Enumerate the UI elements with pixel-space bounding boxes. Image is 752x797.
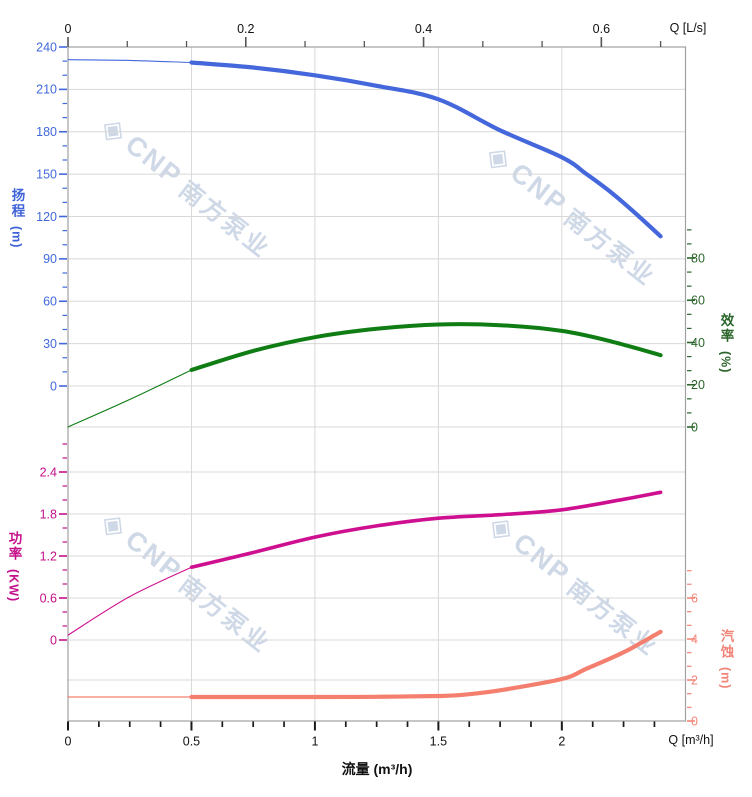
tick-label: 20 xyxy=(691,378,705,392)
tick-label: 210 xyxy=(36,83,57,97)
tick-label: 4 xyxy=(691,632,698,646)
tick-labels: 030609012015018021024002040608000.61.21.… xyxy=(36,22,705,749)
x-axis-bottom-unit: Q [m³/h] xyxy=(668,733,714,747)
tick-label: 90 xyxy=(43,252,57,266)
tick-label: 2.4 xyxy=(40,465,57,479)
tick-label: 0.6 xyxy=(593,22,610,36)
tick-label: 0 xyxy=(691,420,698,434)
tick-label: 1 xyxy=(311,735,318,749)
curve-npsh xyxy=(189,629,663,700)
tick-label: 60 xyxy=(691,294,705,308)
tick-label: 0.2 xyxy=(237,22,254,36)
x-axis-top-unit: Q [L/s] xyxy=(669,21,707,35)
curve-power xyxy=(189,490,663,569)
head-axis-title: 扬程 (m) xyxy=(9,188,25,249)
npsh-axis-title-unit: (m) xyxy=(718,667,733,690)
curve-head-thin xyxy=(67,59,193,64)
x-axis-title: 流量 (m³/h) xyxy=(341,761,413,777)
tick-label: 0 xyxy=(65,735,72,749)
tick-label: 30 xyxy=(43,337,57,351)
tick-label: 60 xyxy=(43,295,57,309)
curve-eff-thin xyxy=(67,369,193,428)
tick-label: 0.4 xyxy=(415,22,432,36)
tick-label: 1.5 xyxy=(430,735,447,749)
eff-axis-title: 效率 (%) xyxy=(718,313,734,374)
curve-eff xyxy=(189,322,663,372)
tick-label: 2 xyxy=(558,735,565,749)
x-axis-ticks xyxy=(67,37,662,731)
tick-label: 2 xyxy=(691,673,698,687)
eff-axis-title-cn: 效率 xyxy=(718,313,734,344)
tick-label: 1.8 xyxy=(40,507,57,521)
power-axis-title-unit: (KW) xyxy=(6,569,21,603)
tick-label: 40 xyxy=(691,336,705,350)
head-axis-title-cn: 扬程 xyxy=(9,188,25,219)
y-axis-ticks xyxy=(59,46,695,722)
power-axis-title-cn: 功率 xyxy=(6,531,22,562)
curve-head xyxy=(189,60,663,239)
curve-power-thin xyxy=(67,566,193,636)
tick-label: 180 xyxy=(36,125,57,139)
tick-label: 80 xyxy=(691,251,705,265)
tick-label: 120 xyxy=(36,210,57,224)
power-axis-title: 功率 (KW) xyxy=(6,531,22,603)
eff-axis-title-unit: (%) xyxy=(718,351,733,374)
curves xyxy=(67,59,663,700)
tick-label: 150 xyxy=(36,167,57,181)
tick-label: 0 xyxy=(50,379,57,393)
tick-label: 0 xyxy=(691,714,698,728)
tick-label: 0.6 xyxy=(40,591,57,605)
gridlines xyxy=(68,47,686,721)
tick-label: 240 xyxy=(36,40,57,54)
tick-label: 0 xyxy=(50,633,57,647)
head-axis-title-unit: (m) xyxy=(9,226,24,249)
tick-label: 1.2 xyxy=(40,549,57,563)
tick-label: 0.5 xyxy=(183,735,200,749)
tick-label: 0 xyxy=(65,22,72,36)
plot-border xyxy=(67,46,687,722)
npsh-axis-title: 汽蚀 (m) xyxy=(718,629,734,690)
npsh-axis-title-cn: 汽蚀 xyxy=(718,629,734,660)
tick-label: 6 xyxy=(691,591,698,605)
